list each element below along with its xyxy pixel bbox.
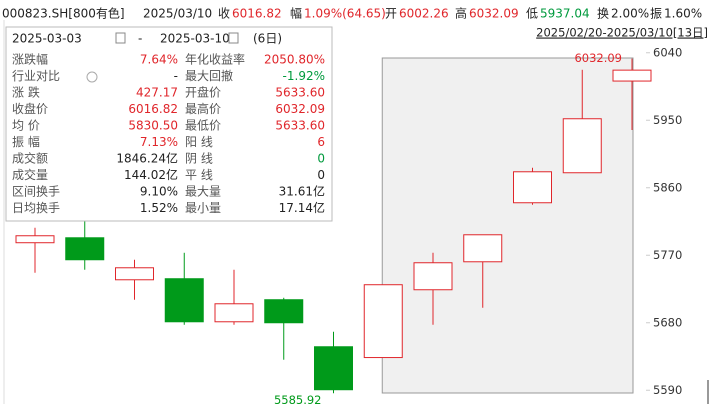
min-label: 5585.92 [274, 393, 322, 404]
quote-value: 2.00% [611, 7, 649, 21]
candle-body [65, 237, 105, 261]
plot: 5590 5680 5770 5860 5950 6040 6032.09 5585.92 [15, 45, 682, 404]
candle-body [463, 234, 503, 263]
stat-value: 427.17 [136, 86, 178, 100]
selection-box [381, 57, 634, 394]
quote-value: 6016.82 [232, 7, 282, 21]
stat-label: 最低价 [185, 119, 221, 133]
stat-value: 17.14亿 [279, 200, 325, 215]
stat-value: 6032.09 [275, 102, 325, 116]
calendar-icon[interactable] [228, 32, 239, 44]
stat-label: 开盘价 [185, 85, 221, 100]
stat-label: 涨跌幅 [12, 52, 48, 67]
stat-label: 均 价 [12, 119, 40, 133]
calendar-icon[interactable] [115, 32, 126, 44]
candle-body [264, 299, 304, 324]
stat-label: 成交量 [12, 167, 48, 182]
stat-value: 5633.60 [275, 86, 325, 100]
candle-body [513, 171, 552, 204]
stat-value: 1.52% [140, 201, 178, 215]
stat-label: 日均换手 [12, 201, 60, 215]
stat-value: 144.02亿 [124, 167, 178, 182]
stat-label: 收盘价 [12, 101, 48, 116]
candle-body [164, 278, 204, 323]
stat-label: 行业对比 [12, 69, 60, 83]
stat-label: 最小量 [185, 201, 221, 215]
panel-box [5, 26, 333, 222]
stat-label: 阳 线 [185, 135, 213, 149]
stat-label: 振 幅 [12, 134, 40, 149]
candle-body [115, 267, 154, 281]
quote-value: 1.60% [664, 7, 702, 21]
stat-value: 6 [317, 135, 325, 149]
y-tick-label: 5590 [653, 383, 682, 397]
stat-value: - [174, 69, 178, 83]
candle-body [413, 262, 453, 291]
stat-value: 5633.60 [275, 119, 325, 133]
end-date[interactable]: 2025-03-10 [160, 32, 230, 46]
candle-body [314, 346, 353, 391]
stat-value: 31.61亿 [279, 184, 325, 199]
max-label: 6032.09 [574, 51, 622, 65]
quote-label: 幅 [290, 6, 302, 21]
stat-value: 0 [317, 168, 325, 182]
stat-value: 1846.24亿 [116, 151, 178, 166]
stat-value: 6016.82 [128, 102, 178, 116]
range-label[interactable]: 2025/02/20-2025/03/10[13日] [536, 26, 708, 40]
start-date[interactable]: 2025-03-03 [12, 32, 82, 46]
y-tick-label: 6040 [653, 45, 682, 59]
stat-label: 涨 跌 [12, 85, 40, 100]
stat-label: 最大回撤 [185, 68, 233, 83]
quote-label: 高 [455, 6, 467, 21]
quote-date: 2025/03/10 [143, 7, 212, 21]
y-tick-label: 5860 [653, 180, 682, 194]
stat-label: 最高价 [185, 101, 221, 116]
stat-label: 最大量 [185, 185, 221, 199]
quote-value: 1.09%(64.65) [304, 7, 386, 21]
y-tick-label: 5950 [653, 113, 682, 127]
stat-value: 2050.80% [264, 53, 325, 67]
stat-label: 阴 线 [185, 152, 213, 166]
stat-label: 区间换手 [12, 185, 60, 199]
stat-label: 年化收益率 [185, 52, 245, 67]
quote-label: 换 [597, 7, 609, 21]
stat-value: 7.13% [140, 135, 178, 149]
quote-value: 6002.26 [399, 7, 449, 21]
stat-label: 成交额 [12, 151, 48, 166]
quote-label: 收 [218, 7, 230, 21]
day-count: (6日) [253, 32, 282, 46]
help-icon[interactable] [86, 71, 98, 83]
stat-label: 平 线 [185, 168, 213, 182]
date-separator: - [138, 32, 142, 46]
stat-value: 0 [317, 152, 325, 166]
info-panel: 2025-03-03 - 2025-03-10 (6日) 涨跌幅 7.64% 年化收… [5, 26, 333, 222]
stat-value: 5830.50 [128, 119, 178, 133]
quote-label: 振 [650, 7, 662, 21]
quote-value: 6032.09 [469, 7, 519, 21]
stock-code: 000823.SH[800有色] [2, 7, 125, 21]
quote-value: 5937.04 [540, 7, 590, 21]
candle-body [15, 235, 55, 244]
quote-label: 低 [526, 7, 538, 21]
y-tick-label: 5770 [653, 248, 682, 262]
candle-body [562, 118, 602, 174]
stat-value: 9.10% [140, 185, 178, 199]
stat-value: 7.64% [140, 53, 178, 67]
candle-body [214, 303, 254, 323]
candle-body [363, 284, 403, 359]
candle-body [612, 69, 652, 82]
quote-label: 开 [385, 7, 397, 21]
y-tick-label: 5680 [653, 315, 682, 329]
stat-value: -1.92% [283, 69, 325, 83]
